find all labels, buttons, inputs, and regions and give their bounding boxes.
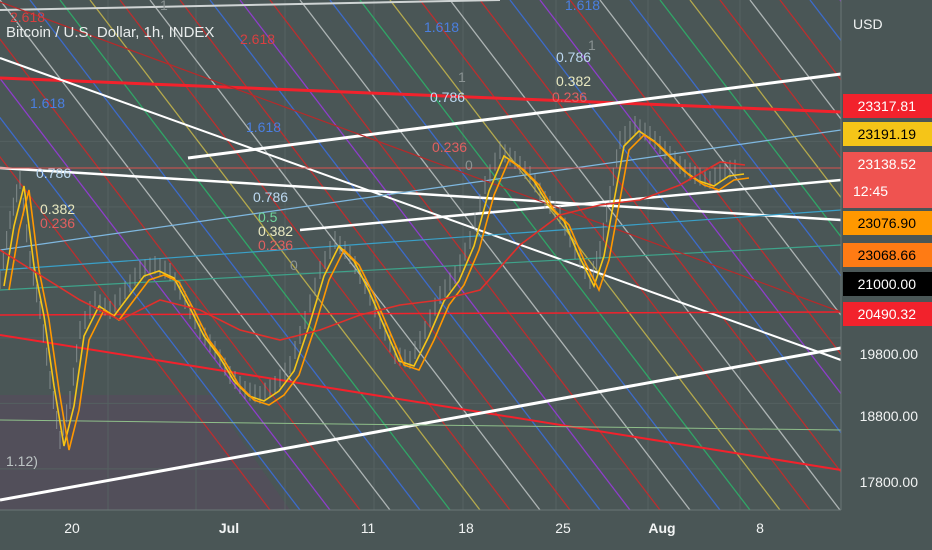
fib-level-label: 0.382 bbox=[40, 201, 75, 217]
trend-lines bbox=[0, 0, 842, 502]
chart-title: Bitcoin / U.S. Dollar, 1h, INDEX bbox=[6, 24, 214, 41]
fib-level-label: 1.618 bbox=[30, 95, 65, 111]
trend-line bbox=[0, 346, 842, 502]
fan-line bbox=[419, 0, 811, 511]
ma-slow-line bbox=[0, 161, 746, 341]
fan-line bbox=[509, 0, 901, 511]
fib-level-label: 0.382 bbox=[556, 73, 591, 89]
x-tick-label: 11 bbox=[361, 520, 376, 536]
trend-line bbox=[0, 57, 842, 361]
fan-line bbox=[0, 0, 391, 511]
price-tag-box[interactable] bbox=[843, 94, 932, 118]
fan-line bbox=[209, 0, 601, 511]
currency-label: USD bbox=[853, 16, 883, 32]
fib-level-label: 0.236 bbox=[432, 139, 467, 155]
price-tag-box[interactable] bbox=[843, 302, 932, 326]
fib-level-label: 1 bbox=[588, 37, 596, 53]
time-axis-panel bbox=[0, 510, 932, 550]
x-tick-label: 18 bbox=[458, 520, 474, 536]
x-tick-label: 25 bbox=[555, 520, 571, 536]
fib-level-label: 0 bbox=[290, 257, 298, 273]
ma-medium-line bbox=[8, 133, 750, 451]
fib-labels: 2.618 2.618 1.618 1.618 1.618 1.618 0.786 0.786… bbox=[6, 0, 600, 469]
fib-level-label: 0 bbox=[465, 157, 473, 173]
y-tick-label: 17800.00 bbox=[860, 474, 919, 490]
moving-averages bbox=[0, 129, 750, 451]
trend-line bbox=[0, 419, 842, 431]
price-tag-value[interactable]: 23068.66 bbox=[858, 247, 917, 263]
fan-line bbox=[0, 77, 331, 511]
fib-level-label: 0.786 bbox=[36, 165, 71, 181]
trend-line bbox=[0, 166, 842, 222]
trend-line bbox=[187, 72, 842, 160]
trend-line bbox=[0, 311, 842, 316]
fib-level-label: 1 bbox=[458, 69, 466, 85]
price-tag-box[interactable] bbox=[843, 122, 932, 146]
fib-level-label: 1 bbox=[160, 0, 168, 13]
trend-line bbox=[0, 334, 842, 471]
fan-line bbox=[329, 0, 721, 511]
fib-level-label: 0.236 bbox=[552, 89, 587, 105]
x-tick-label: Aug bbox=[648, 520, 675, 536]
fan-line bbox=[0, 155, 271, 511]
fib-level-label: 0.786 bbox=[253, 189, 288, 205]
price-tags[interactable]: 23317.81 23191.19 23138.52 12:45 23076.90 230… bbox=[843, 94, 932, 326]
x-axis-labels: 20 Jul 11 18 25 Aug 8 bbox=[64, 520, 764, 536]
trend-line bbox=[0, 129, 842, 251]
fan-line bbox=[179, 0, 571, 511]
price-tag-box[interactable] bbox=[843, 243, 932, 267]
price-tag-value[interactable]: 21000.00 bbox=[858, 276, 917, 292]
y-tick-label: 19800.00 bbox=[860, 346, 919, 362]
fan-line bbox=[389, 0, 781, 511]
fib-level-label: 0.786 bbox=[430, 89, 465, 105]
fib-level-label: 1.618 bbox=[424, 19, 459, 35]
fib-level-label: 0.5 bbox=[258, 209, 278, 225]
x-tick-label: 8 bbox=[756, 520, 764, 536]
price-tag-value[interactable]: 23317.81 bbox=[858, 98, 917, 114]
trend-line bbox=[0, 0, 501, 11]
price-tag-value[interactable]: 23138.52 bbox=[858, 156, 917, 172]
fan-line bbox=[29, 0, 421, 511]
fib-level-label: 0.236 bbox=[258, 237, 293, 253]
fib-level-label: 2.618 bbox=[10, 9, 45, 25]
trend-line bbox=[299, 178, 842, 232]
trend-line bbox=[0, 209, 842, 271]
shaded-zone bbox=[0, 395, 290, 510]
fib-level-label: 1.618 bbox=[246, 119, 281, 135]
fan-line bbox=[479, 0, 871, 511]
fib-level-label: 2.618 bbox=[240, 31, 275, 47]
fib-level-label: 0.382 bbox=[258, 223, 293, 239]
x-tick-label: Jul bbox=[219, 520, 239, 536]
fan-line bbox=[629, 0, 932, 396]
trend-line bbox=[0, 244, 842, 291]
price-tag-value[interactable]: 23191.19 bbox=[858, 126, 917, 142]
x-tick-label: 20 bbox=[64, 520, 80, 536]
price-tag-box[interactable] bbox=[843, 272, 932, 296]
price-candles bbox=[0, 116, 736, 449]
price-tag-countdown[interactable]: 12:45 bbox=[853, 183, 888, 199]
price-tag-box[interactable] bbox=[843, 211, 932, 235]
trend-line bbox=[0, 76, 842, 114]
fan-line bbox=[749, 0, 932, 240]
fib-level-label: 1.618 bbox=[565, 0, 600, 13]
ma-fast-line bbox=[3, 129, 745, 447]
price-tag-value[interactable]: 20490.32 bbox=[858, 306, 917, 322]
fan-line bbox=[299, 0, 691, 511]
price-tag-value[interactable]: 23076.90 bbox=[858, 215, 917, 231]
fib-level-label: 1.12) bbox=[6, 453, 38, 469]
price-tag-box[interactable] bbox=[843, 152, 932, 208]
fan-line bbox=[0, 116, 301, 511]
fan-line bbox=[359, 0, 751, 511]
fib-level-label: 0.786 bbox=[556, 49, 591, 65]
fib-level-label: 0.236 bbox=[40, 215, 75, 231]
trend-line bbox=[0, 1, 842, 313]
y-tick-label: 18800.00 bbox=[860, 408, 919, 424]
fan-line bbox=[0, 38, 361, 511]
